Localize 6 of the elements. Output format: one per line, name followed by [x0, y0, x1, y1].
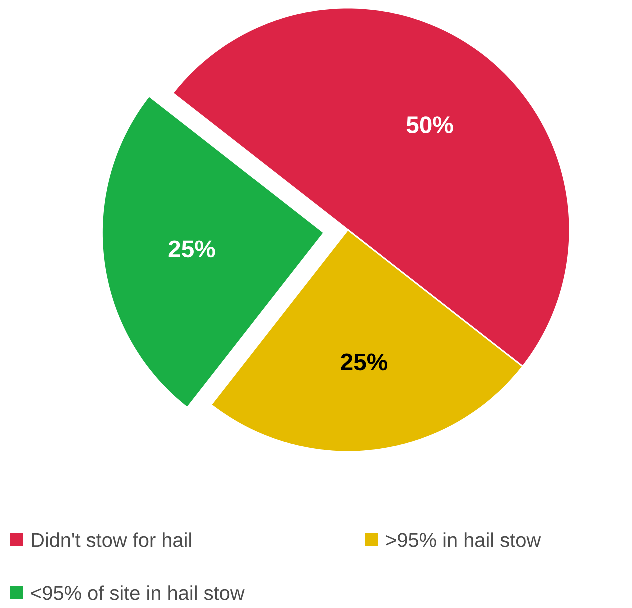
legend-label: Didn't stow for hail	[32, 532, 192, 548]
legend-label: >95% in hail stow	[386, 532, 542, 548]
data-label: 25%	[341, 354, 388, 371]
legend-label: <95% of site in hail stow	[32, 586, 245, 600]
data-label: 25%	[168, 240, 216, 258]
data-label: 50%	[406, 116, 454, 134]
